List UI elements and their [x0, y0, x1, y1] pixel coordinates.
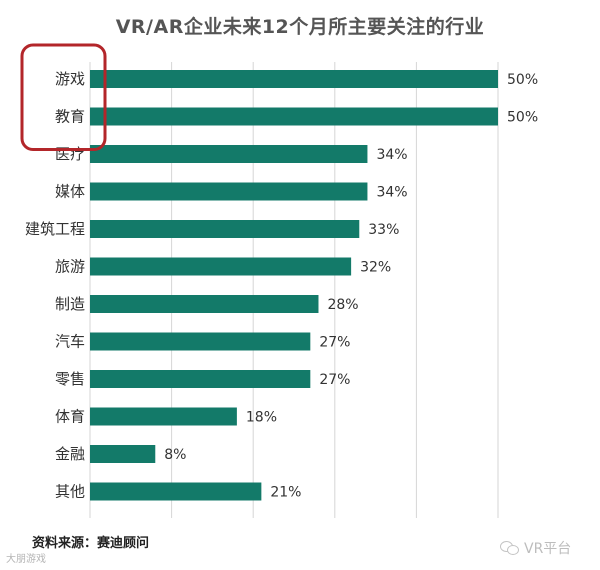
- bars-layer: [90, 70, 498, 501]
- value-label: 18%: [246, 410, 277, 426]
- category-label: 金融: [55, 445, 85, 463]
- value-label: 34%: [376, 185, 407, 201]
- value-label: 50%: [507, 72, 538, 88]
- wechat-icon: [500, 541, 520, 555]
- value-label: 50%: [507, 110, 538, 126]
- bar-4: [90, 220, 360, 238]
- watermark-right-text: VR平台: [524, 541, 572, 557]
- value-label: 8%: [164, 447, 186, 463]
- category-label: 零售: [55, 370, 85, 388]
- watermark-left: 大朋游戏: [6, 554, 46, 565]
- source-note: 资料来源：赛迪顾问: [32, 536, 150, 551]
- bar-6: [90, 295, 319, 313]
- highlight-layer: [20, 43, 107, 151]
- category-label: 建筑工程: [25, 220, 85, 238]
- value-label: 32%: [360, 260, 391, 276]
- bar-9: [90, 407, 237, 426]
- highlight-box: [20, 43, 107, 151]
- bar-10: [90, 445, 156, 463]
- category-label: 制造: [55, 295, 85, 313]
- bar-3: [90, 182, 368, 201]
- grid-layer: [89, 62, 499, 518]
- category-label: 游戏: [55, 70, 85, 88]
- watermark-right: VR平台: [500, 538, 571, 558]
- bar-8: [90, 370, 311, 388]
- value-label: 21%: [270, 485, 301, 501]
- bar-7: [90, 332, 311, 351]
- category-label: 汽车: [55, 333, 85, 351]
- value-label: 28%: [327, 297, 358, 313]
- value-label: 33%: [368, 222, 399, 238]
- category-label: 旅游: [55, 258, 85, 276]
- category-label: 其他: [55, 483, 85, 501]
- category-label: 教育: [55, 108, 85, 126]
- chart-title: VR/AR企业未来12个月所主要关注的行业: [115, 16, 485, 38]
- category-label: 体育: [55, 408, 85, 426]
- category-label: 媒体: [55, 183, 85, 201]
- bar-11: [90, 482, 262, 501]
- bar-5: [90, 257, 352, 276]
- value-label: 27%: [319, 335, 350, 351]
- bar-1: [90, 107, 498, 126]
- bar-0: [90, 70, 498, 88]
- labels-layer: 游戏 50% 教育 50% 医疗 34% 媒体 34% 建筑工程 33% 旅游 32% 制造 28% 汽车 2…: [25, 70, 538, 501]
- category-label: 医疗: [55, 145, 85, 163]
- bar-2: [90, 145, 368, 163]
- value-label: 27%: [319, 372, 350, 388]
- value-label: 34%: [376, 147, 407, 163]
